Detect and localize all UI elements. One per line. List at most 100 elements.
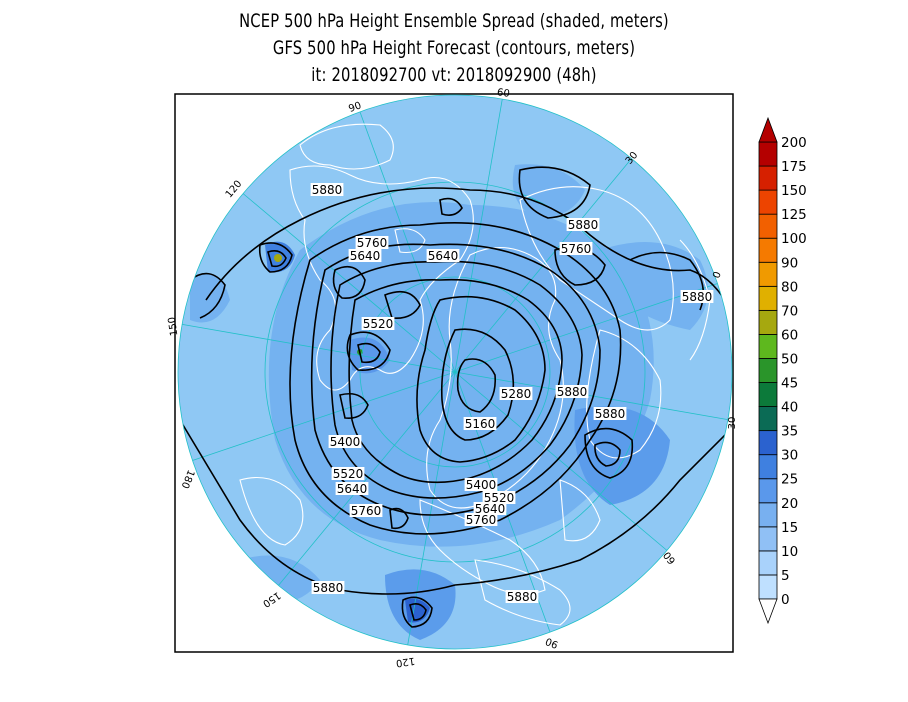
latitude-circle bbox=[264, 181, 646, 563]
contour-label: 5640 bbox=[350, 249, 381, 263]
colorbar-swatch bbox=[758, 382, 778, 407]
spread-shade-peak bbox=[274, 254, 282, 262]
contour-label: 5400 bbox=[466, 478, 497, 492]
contour-label: 5640 bbox=[475, 502, 506, 516]
contour-label-bg bbox=[464, 478, 498, 491]
colorbar-tick-label: 45 bbox=[781, 376, 798, 392]
longitude-label: 150 bbox=[167, 316, 181, 336]
meridian-line bbox=[277, 371, 456, 587]
colorbar-swatch bbox=[758, 502, 778, 528]
contour-label-bg bbox=[361, 317, 395, 330]
colorbar-tick-label: 30 bbox=[781, 448, 798, 464]
colorbar-tick-label: 50 bbox=[781, 351, 798, 367]
contour-closed-low bbox=[258, 242, 293, 273]
colorbar-swatch bbox=[758, 189, 778, 215]
colorbar-tick-label: 70 bbox=[781, 303, 798, 319]
meridian-line bbox=[454, 281, 723, 373]
contour-closed-low bbox=[384, 290, 421, 320]
colorbar-swatch bbox=[758, 478, 778, 504]
colorbar-tick-label: 60 bbox=[781, 327, 798, 343]
coastlines bbox=[239, 123, 711, 626]
coastline-greenland bbox=[299, 123, 394, 170]
contour-label: 5880 bbox=[595, 407, 626, 421]
contour-label: 5520 bbox=[333, 467, 364, 481]
contour-label: 5640 bbox=[337, 482, 368, 496]
coastline-asia bbox=[426, 247, 564, 509]
contour-closed-high bbox=[518, 166, 591, 219]
colorbar-swatch bbox=[758, 141, 778, 167]
colorbar-swatch bbox=[758, 358, 778, 383]
contour-label-bg bbox=[464, 513, 498, 526]
contour-label-bg bbox=[426, 249, 460, 262]
latitude-circle bbox=[359, 276, 551, 468]
meridian-line bbox=[406, 371, 456, 649]
contour-label: 5880 bbox=[557, 385, 588, 399]
contour-label: 5760 bbox=[351, 504, 382, 518]
colorbar-swatch bbox=[758, 309, 778, 335]
contour-label: 5880 bbox=[682, 290, 713, 304]
colorbar-swatch bbox=[758, 454, 778, 480]
meridian-line bbox=[179, 323, 456, 373]
longitude-label: 90 bbox=[544, 635, 560, 650]
meridian-line bbox=[454, 371, 671, 554]
contour-closed-low bbox=[401, 596, 433, 628]
colorbar-tick-label: 35 bbox=[781, 424, 798, 440]
colorbar: 0 5 10 15 20 25 30 35 40 45 50 60 70 80 90 100 125 150 175… bbox=[758, 116, 807, 625]
longitude-label: 60 bbox=[496, 87, 510, 100]
contour-5160 bbox=[440, 328, 515, 441]
colorbar-max-arrow bbox=[758, 116, 778, 143]
colorbar-tick-label: 40 bbox=[781, 400, 798, 416]
contour-label-bg bbox=[349, 504, 383, 517]
contour-closed-low bbox=[339, 392, 369, 420]
colorbar-min-arrow bbox=[758, 598, 778, 625]
contour-label-bg bbox=[593, 407, 627, 420]
contour-label-bg bbox=[348, 249, 382, 262]
contour-label-bg bbox=[555, 385, 589, 398]
contour-label: 5880 bbox=[313, 581, 344, 595]
contour-label: 5760 bbox=[466, 513, 497, 527]
meridian-line bbox=[454, 95, 504, 373]
colorbar-tick-label: 0 bbox=[781, 592, 790, 608]
colorbar-swatch bbox=[758, 526, 778, 552]
contour-closed-low bbox=[267, 250, 287, 268]
contour-label-bg bbox=[559, 242, 593, 255]
spread-shade-patch bbox=[512, 164, 585, 220]
colorbar-tick-label: 200 bbox=[781, 135, 807, 151]
meridian-line bbox=[187, 371, 456, 463]
contour-5640 bbox=[310, 243, 601, 516]
contour-label-bg bbox=[311, 581, 345, 594]
contour-label: 5160 bbox=[465, 417, 496, 431]
spread-shade-patch bbox=[600, 242, 708, 330]
contour-label-bg bbox=[482, 491, 516, 504]
meridian-line bbox=[454, 371, 731, 421]
colorbar-tick-label: 125 bbox=[781, 207, 807, 223]
contour-label-bg bbox=[310, 183, 344, 196]
longitude-label: 90 bbox=[347, 100, 363, 115]
contour-5760 bbox=[289, 221, 622, 535]
contour-label: 5880 bbox=[507, 590, 538, 604]
contour-label-bg bbox=[331, 467, 365, 480]
coastline-indonesia bbox=[474, 559, 571, 626]
contour-label-bg bbox=[355, 236, 389, 249]
colorbar-swatch bbox=[758, 406, 778, 432]
colorbar-tick-label: 100 bbox=[781, 231, 807, 247]
colorbar-swatch bbox=[758, 285, 778, 311]
colorbar-swatch bbox=[758, 213, 778, 239]
map-disk-edge bbox=[177, 94, 733, 650]
contour-5040 bbox=[456, 358, 497, 413]
colorbar-tick-label: 150 bbox=[781, 183, 807, 199]
contour-label: 5520 bbox=[484, 491, 515, 505]
contour-5880-north bbox=[205, 187, 732, 331]
title-line-3: it: 2018092700 vt: 2018092900 (48h) bbox=[311, 64, 597, 86]
title-line-1: NCEP 500 hPa Height Ensemble Spread (sha… bbox=[239, 10, 669, 32]
contour-label: 5880 bbox=[568, 218, 599, 232]
colorbar-swatch bbox=[758, 261, 778, 287]
meridian-line bbox=[359, 111, 456, 373]
colorbar-swatch bbox=[758, 574, 778, 600]
contour-closed-high bbox=[584, 427, 634, 479]
contour-label: 5640 bbox=[428, 249, 459, 263]
colorbar-swatch bbox=[758, 165, 778, 191]
contour-closed-high bbox=[439, 197, 463, 216]
